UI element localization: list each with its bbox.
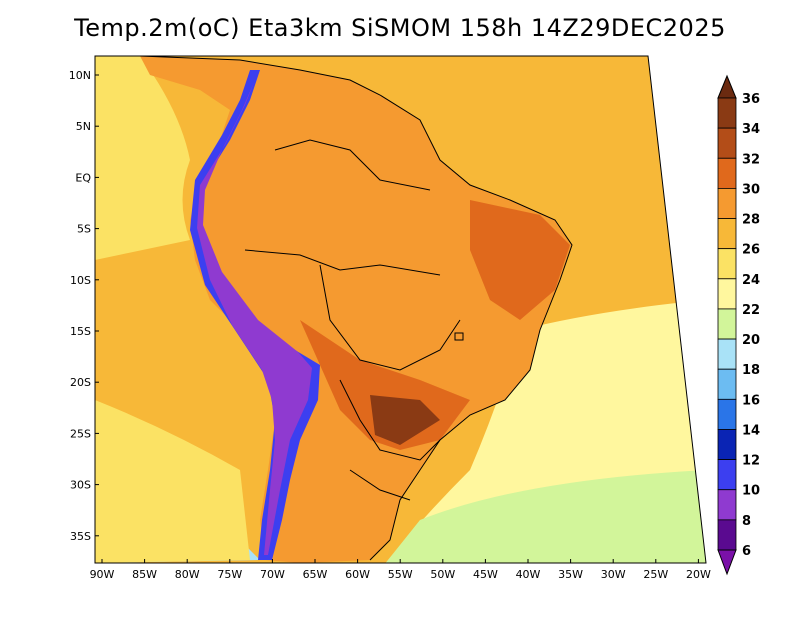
colorbar-box [717,519,737,551]
map-frame [94,55,707,564]
colorbar-box [717,308,737,340]
colorbar-bottom-arrow [717,549,737,576]
colorbar-label: 6 [742,544,751,559]
colorbar-label: 30 [742,182,760,197]
colorbar-label: 8 [742,514,751,529]
hot-northeast [470,200,570,320]
ocean-cold-band [380,470,706,563]
colorbar-label: 16 [742,393,760,408]
south-america-land [140,56,572,563]
lat-label: 35S [70,530,91,543]
lat-label: 5S [77,223,91,236]
colorbar-box [717,278,737,310]
lon-label: 25W [643,568,668,581]
colorbar-label: 10 [742,484,760,499]
latitude-axis: 10N 5N EQ 5S 10S 15S 20S 25S 30S 35S [69,69,99,543]
border-north [274,139,431,191]
border-south [339,379,441,461]
colorbar-label: 24 [742,273,760,288]
lon-label: 35W [558,568,583,581]
temperature-field [95,56,706,563]
andes-coldest [197,80,312,555]
lat-label: 15S [70,325,91,338]
longitude-axis: 90W 85W 80W 75W 70W 65W 60W 55W 50W 45W 40W 35W 30W 2… [90,559,711,581]
ocean-mid-band [95,56,190,260]
border-amazon [244,249,441,276]
colorbar-label: 20 [742,333,760,348]
border-central [319,264,461,371]
lat-label: 5N [76,120,91,133]
colorbar-box [717,429,737,461]
lon-label: 50W [430,568,455,581]
lon-label: 20W [686,568,711,581]
border-uruguay [349,469,411,501]
lon-label: 90W [90,568,115,581]
country-borders [139,55,573,561]
colorbar-box [717,459,737,491]
lon-label: 40W [516,568,541,581]
lat-label: 25S [70,427,91,440]
lat-label: 10N [69,69,91,82]
colorbar-label: 34 [742,122,760,137]
colorbar-label: 12 [742,454,760,469]
lon-label: 60W [345,568,370,581]
lon-label: 65W [303,568,328,581]
colorbar-label: 18 [742,363,760,378]
colorbar: 36 34 32 30 28 26 24 22 20 18 16 14 12 10 8 6 [717,74,760,576]
map-title: Temp.2m(oC) Eta3km SiSMOM 158h 14Z29DEC2… [74,14,726,42]
colorbar-top-arrow [717,74,737,99]
lat-label: 20S [70,376,91,389]
lon-label: 30W [601,568,626,581]
federal-district [454,332,464,341]
colorbar-box [717,398,737,430]
colorbar-box [717,489,737,521]
colorbar-box [717,97,737,129]
colorbar-label: 14 [742,423,760,438]
colorbar-label: 22 [742,303,760,318]
colorbar-box [717,338,737,370]
lon-label: 85W [132,568,157,581]
lon-label: 55W [388,568,413,581]
lon-label: 45W [473,568,498,581]
lat-label: 30S [70,479,91,492]
colorbar-label: 32 [742,152,760,167]
colorbar-box [717,187,737,219]
coastline [139,55,573,561]
colorbar-label: 36 [742,92,760,107]
hottest-core [370,395,440,445]
colorbar-box [717,127,737,159]
lon-label: 70W [260,568,285,581]
ocean-mid-band-south [95,400,250,563]
colorbar-label: 28 [742,213,760,228]
lon-label: 75W [217,568,242,581]
colorbar-box [717,157,737,189]
colorbar-box [717,248,737,280]
lat-label: 10S [70,274,91,287]
colorbar-box [717,368,737,400]
colorbar-box [717,218,737,250]
colorbar-label: 26 [742,243,760,258]
lat-label: EQ [75,171,91,184]
lon-label: 80W [175,568,200,581]
